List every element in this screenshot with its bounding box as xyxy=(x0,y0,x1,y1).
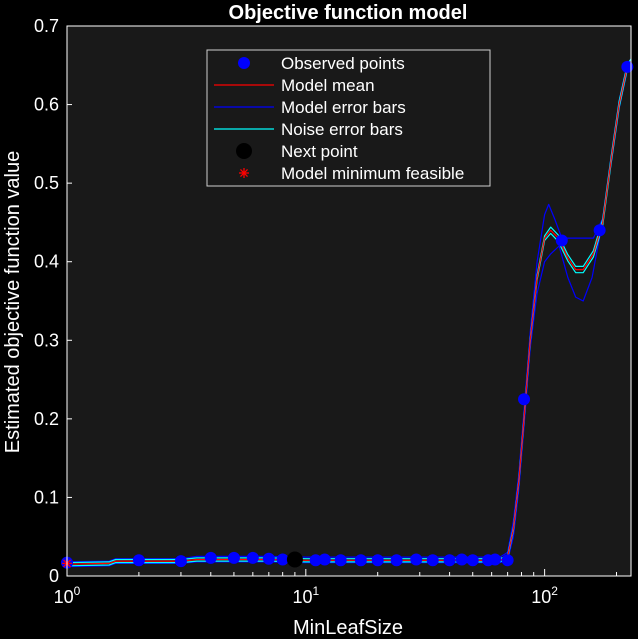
y-tick-label: 0.6 xyxy=(34,95,59,115)
observed-point xyxy=(390,554,403,567)
x-axis-label: MinLeafSize xyxy=(293,617,403,639)
observed-point xyxy=(501,554,514,567)
observed-point xyxy=(334,554,347,567)
legend-marker-observed xyxy=(238,57,250,69)
observed-point xyxy=(489,553,502,566)
observed-point xyxy=(309,554,322,567)
observed-point xyxy=(410,553,423,566)
observed-point xyxy=(371,554,384,567)
observed-point xyxy=(621,60,634,73)
legend-label-next: Next point xyxy=(281,142,358,161)
y-tick-label: 0.4 xyxy=(34,252,59,272)
legend-marker-next xyxy=(236,143,252,159)
x-tick-label: 101 xyxy=(292,584,319,607)
legend-label-minfeas: Model minimum feasible xyxy=(281,164,464,183)
observed-point xyxy=(246,551,259,564)
y-tick-label: 0.2 xyxy=(34,409,59,429)
observed-point xyxy=(518,393,531,406)
x-axis: 100 101 102 xyxy=(54,569,618,607)
observed-point xyxy=(132,554,145,567)
legend-label-observed: Observed points xyxy=(281,54,405,73)
observed-point xyxy=(174,555,187,568)
y-tick-label: 0.5 xyxy=(34,173,59,193)
chart-title: Objective function model xyxy=(229,2,468,24)
x-tick-label: 102 xyxy=(531,584,558,607)
observed-point xyxy=(204,551,217,564)
legend-label-noise_err: Noise error bars xyxy=(281,120,403,139)
y-axis-label: Estimated objective function value xyxy=(2,151,24,453)
observed-point xyxy=(455,553,468,566)
axes-box xyxy=(66,25,632,577)
observed-point xyxy=(466,554,479,567)
y-tick-label: 0.3 xyxy=(34,330,59,350)
observed-point xyxy=(555,234,568,247)
y-tick-label: 0.1 xyxy=(34,487,59,507)
observed-points-layer xyxy=(61,60,634,569)
observed-point xyxy=(426,554,439,567)
next-point xyxy=(286,551,303,568)
legend: Observed points Model mean Model error bar… xyxy=(206,49,491,187)
y-tick-label: 0.7 xyxy=(34,16,59,36)
legend-label-model_err: Model error bars xyxy=(281,98,406,117)
legend-label-mean: Model mean xyxy=(281,76,375,95)
observed-point xyxy=(593,224,606,237)
y-tick-label: 0 xyxy=(49,566,59,586)
observed-point xyxy=(227,551,240,564)
legend-marker-minfeas xyxy=(239,168,249,178)
y-axis: 0 0.1 0.2 0.3 0.4 0.5 0.6 0.7 xyxy=(34,16,72,586)
observed-point xyxy=(443,554,456,567)
legend-box xyxy=(206,49,491,187)
observed-point xyxy=(318,553,331,566)
observed-point xyxy=(354,554,367,567)
observed-point xyxy=(262,552,275,565)
observed-point xyxy=(276,553,289,566)
x-tick-label: 100 xyxy=(54,584,81,607)
